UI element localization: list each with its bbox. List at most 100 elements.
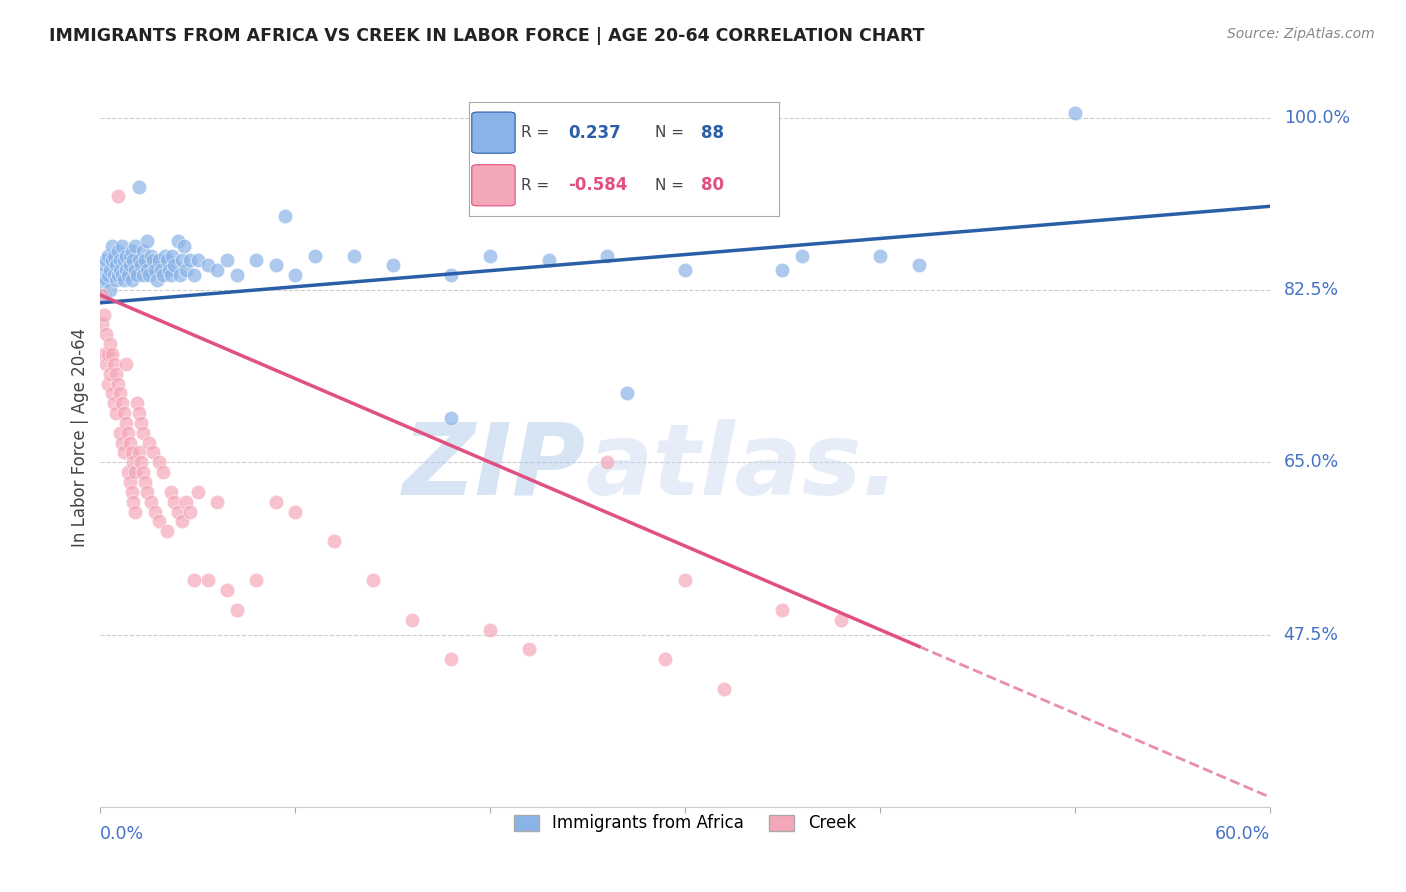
Point: [136, 263, 159, 277]
Point: [173, 238, 195, 252]
Point: [108, 253, 131, 268]
Point: [381, 259, 404, 273]
Point: [274, 209, 297, 223]
Point: [152, 268, 174, 283]
Text: IMMIGRANTS FROM AFRICA VS CREEK IN LABOR FORCE | AGE 20-64 CORRELATION CHART: IMMIGRANTS FROM AFRICA VS CREEK IN LABOR…: [49, 27, 925, 45]
Point: [114, 357, 136, 371]
Point: [673, 574, 696, 588]
Point: [479, 249, 502, 263]
Point: [124, 263, 146, 277]
Point: [124, 504, 146, 518]
Point: [121, 244, 143, 258]
Point: [596, 249, 619, 263]
Point: [101, 347, 124, 361]
Point: [112, 273, 135, 287]
Point: [91, 278, 114, 293]
Point: [121, 484, 143, 499]
Point: [143, 504, 166, 518]
Point: [122, 494, 145, 508]
Point: [215, 253, 238, 268]
Point: [132, 268, 155, 283]
Point: [112, 445, 135, 459]
Point: [97, 347, 120, 361]
Text: Source: ZipAtlas.com: Source: ZipAtlas.com: [1227, 27, 1375, 41]
Point: [114, 416, 136, 430]
Point: [136, 234, 159, 248]
Point: [93, 288, 115, 302]
Point: [107, 189, 129, 203]
Point: [104, 273, 127, 287]
Point: [159, 484, 181, 499]
Point: [869, 249, 891, 263]
Text: atlas.: atlas.: [585, 418, 900, 516]
Point: [122, 253, 145, 268]
Point: [96, 357, 118, 371]
Point: [93, 308, 115, 322]
Point: [96, 253, 118, 268]
Point: [264, 494, 287, 508]
Point: [114, 249, 136, 263]
Point: [155, 253, 177, 268]
Point: [136, 484, 159, 499]
Point: [101, 386, 124, 401]
Point: [142, 253, 165, 268]
Point: [111, 396, 134, 410]
Point: [108, 425, 131, 440]
Point: [284, 504, 307, 518]
Point: [169, 268, 191, 283]
Point: [108, 386, 131, 401]
Point: [118, 259, 141, 273]
Point: [159, 268, 181, 283]
Point: [118, 249, 141, 263]
Point: [616, 386, 638, 401]
Text: 100.0%: 100.0%: [1284, 109, 1350, 127]
Point: [103, 396, 125, 410]
Point: [98, 263, 121, 277]
Text: 82.5%: 82.5%: [1284, 281, 1339, 299]
Point: [121, 445, 143, 459]
Point: [96, 273, 118, 287]
Point: [104, 367, 127, 381]
Point: [127, 268, 149, 283]
Point: [111, 268, 134, 283]
Point: [179, 253, 201, 268]
Point: [138, 435, 160, 450]
Point: [440, 411, 463, 425]
Point: [157, 263, 180, 277]
Point: [284, 268, 307, 283]
Point: [361, 574, 384, 588]
Point: [770, 603, 793, 617]
Point: [479, 623, 502, 637]
Point: [97, 268, 120, 283]
Point: [118, 435, 141, 450]
Point: [124, 465, 146, 479]
Point: [153, 249, 176, 263]
Point: [155, 524, 177, 539]
Text: 47.5%: 47.5%: [1284, 625, 1339, 643]
Legend: Immigrants from Africa, Creek: Immigrants from Africa, Creek: [508, 808, 862, 839]
Point: [163, 259, 186, 273]
Point: [172, 514, 194, 528]
Text: ZIP: ZIP: [402, 418, 585, 516]
Point: [132, 425, 155, 440]
Point: [197, 574, 219, 588]
Point: [117, 425, 139, 440]
Point: [98, 337, 121, 351]
Point: [187, 253, 209, 268]
Point: [517, 642, 540, 657]
Point: [112, 406, 135, 420]
Point: [179, 504, 201, 518]
Point: [143, 263, 166, 277]
Point: [93, 347, 115, 361]
Point: [146, 273, 169, 287]
Point: [830, 613, 852, 627]
Point: [138, 268, 160, 283]
Point: [167, 504, 190, 518]
Point: [713, 681, 735, 696]
Point: [132, 465, 155, 479]
Text: 0.0%: 0.0%: [100, 824, 145, 843]
Point: [128, 406, 150, 420]
Point: [537, 253, 560, 268]
Point: [149, 263, 172, 277]
Point: [207, 494, 229, 508]
